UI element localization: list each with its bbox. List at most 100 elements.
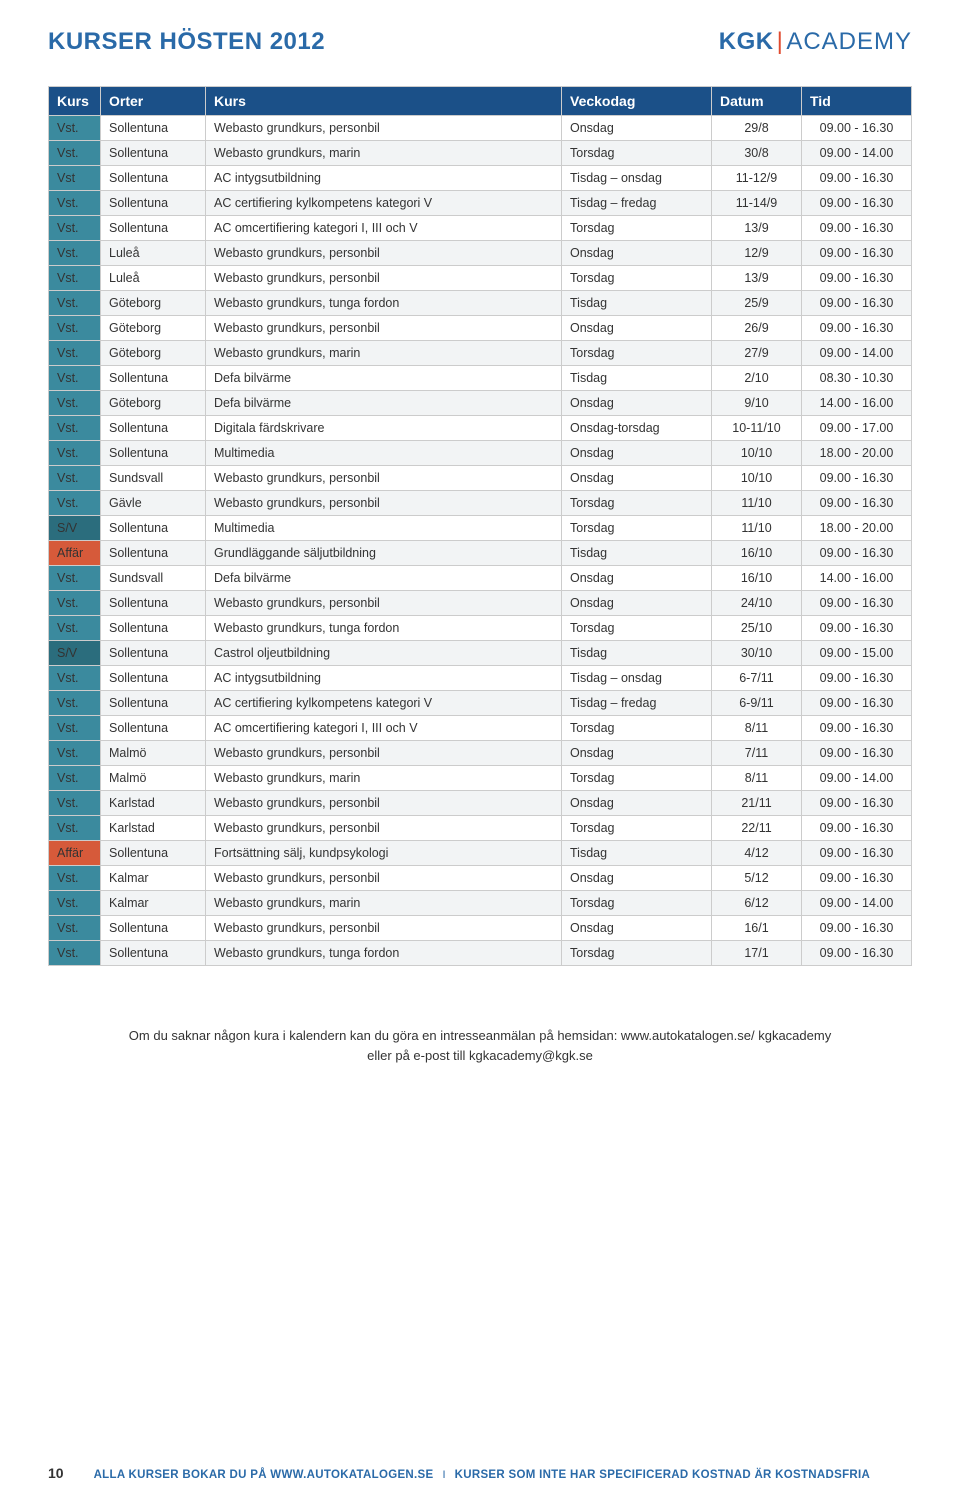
brand-logo: KGK|ACADEMY	[719, 28, 912, 56]
cell-datum: 30/10	[712, 641, 802, 666]
cell-tag: Vst.	[49, 941, 101, 966]
cell-datum: 16/10	[712, 566, 802, 591]
table-row: Vst.GöteborgWebasto grundkurs, tunga for…	[49, 291, 912, 316]
cell-kurs: AC omcertifiering kategori I, III och V	[206, 216, 562, 241]
cell-tid: 09.00 - 16.30	[802, 466, 912, 491]
cell-datum: 11/10	[712, 516, 802, 541]
cell-ort: Sollentuna	[101, 516, 206, 541]
table-row: Vst.MalmöWebasto grundkurs, personbilOns…	[49, 741, 912, 766]
cell-tid: 14.00 - 16.00	[802, 566, 912, 591]
cell-tag: Vst.	[49, 916, 101, 941]
brand-kgk: KGK	[719, 28, 774, 55]
cell-ort: Sollentuna	[101, 216, 206, 241]
cell-tid: 09.00 - 16.30	[802, 716, 912, 741]
cell-tid: 09.00 - 16.30	[802, 316, 912, 341]
cell-ort: Karlstad	[101, 816, 206, 841]
th-datum: Datum	[712, 87, 802, 116]
cell-tid: 09.00 - 16.30	[802, 666, 912, 691]
cell-tag: Vst.	[49, 316, 101, 341]
cell-kurs: Fortsättning sälj, kundpsykologi	[206, 841, 562, 866]
th-kurs-tag: Kurs	[49, 87, 101, 116]
cell-kurs: Defa bilvärme	[206, 566, 562, 591]
cell-datum: 26/9	[712, 316, 802, 341]
cell-veckodag: Tisdag	[562, 541, 712, 566]
brand-bar: |	[774, 28, 787, 55]
table-row: VstSollentunaAC intygsutbildningTisdag –…	[49, 166, 912, 191]
cell-tag: Vst.	[49, 666, 101, 691]
cell-tid: 09.00 - 16.30	[802, 941, 912, 966]
cell-ort: Malmö	[101, 766, 206, 791]
table-row: Vst.SollentunaWebasto grundkurs, tunga f…	[49, 941, 912, 966]
cell-tid: 09.00 - 16.30	[802, 841, 912, 866]
cell-datum: 10-11/10	[712, 416, 802, 441]
cell-ort: Sollentuna	[101, 916, 206, 941]
cell-kurs: Grundläggande säljutbildning	[206, 541, 562, 566]
page-number: 10	[48, 1465, 64, 1481]
footer-separator: I	[437, 1469, 452, 1481]
footnote-line1: Om du saknar någon kura i kalendern kan …	[48, 1026, 912, 1046]
cell-tag: Vst.	[49, 791, 101, 816]
cell-tag: Vst.	[49, 616, 101, 641]
table-row: Vst.SollentunaWebasto grundkurs, marinTo…	[49, 141, 912, 166]
cell-tid: 09.00 - 16.30	[802, 191, 912, 216]
cell-kurs: Webasto grundkurs, tunga fordon	[206, 941, 562, 966]
cell-tid: 09.00 - 17.00	[802, 416, 912, 441]
cell-ort: Sollentuna	[101, 716, 206, 741]
cell-veckodag: Tisdag – fredag	[562, 691, 712, 716]
cell-veckodag: Torsdag	[562, 716, 712, 741]
cell-datum: 6-7/11	[712, 666, 802, 691]
table-row: Vst.SollentunaAC omcertifiering kategori…	[49, 216, 912, 241]
cell-tag: Vst.	[49, 291, 101, 316]
cell-tag: Vst.	[49, 691, 101, 716]
cell-ort: Sollentuna	[101, 541, 206, 566]
cell-ort: Göteborg	[101, 341, 206, 366]
cell-tag: Vst	[49, 166, 101, 191]
cell-tid: 09.00 - 14.00	[802, 766, 912, 791]
cell-veckodag: Torsdag	[562, 516, 712, 541]
cell-tid: 09.00 - 16.30	[802, 866, 912, 891]
cell-veckodag: Torsdag	[562, 891, 712, 916]
cell-datum: 17/1	[712, 941, 802, 966]
cell-veckodag: Tisdag	[562, 641, 712, 666]
cell-tid: 09.00 - 14.00	[802, 141, 912, 166]
cell-tid: 09.00 - 15.00	[802, 641, 912, 666]
cell-tag: S/V	[49, 516, 101, 541]
cell-kurs: Webasto grundkurs, personbil	[206, 241, 562, 266]
cell-tag: Affär	[49, 841, 101, 866]
table-row: Vst.LuleåWebasto grundkurs, personbilTor…	[49, 266, 912, 291]
cell-ort: Luleå	[101, 266, 206, 291]
cell-veckodag: Torsdag	[562, 941, 712, 966]
cell-kurs: Webasto grundkurs, personbil	[206, 491, 562, 516]
cell-kurs: Webasto grundkurs, personbil	[206, 866, 562, 891]
cell-datum: 21/11	[712, 791, 802, 816]
footer-text-1: ALLA KURSER BOKAR DU PÅ WWW.AUTOKATALOGE…	[94, 1469, 434, 1481]
cell-veckodag: Tisdag – onsdag	[562, 666, 712, 691]
table-row: Vst.SundsvallDefa bilvärmeOnsdag16/1014.…	[49, 566, 912, 591]
table-row: Vst.SollentunaAC intygsutbildningTisdag …	[49, 666, 912, 691]
table-row: Vst.KarlstadWebasto grundkurs, personbil…	[49, 816, 912, 841]
cell-tag: Vst.	[49, 366, 101, 391]
table-row: Vst.GöteborgWebasto grundkurs, marinTors…	[49, 341, 912, 366]
table-row: Vst.KarlstadWebasto grundkurs, personbil…	[49, 791, 912, 816]
table-row: Vst.SollentunaWebasto grundkurs, personb…	[49, 916, 912, 941]
cell-tid: 09.00 - 16.30	[802, 216, 912, 241]
cell-tid: 18.00 - 20.00	[802, 516, 912, 541]
cell-kurs: Multimedia	[206, 441, 562, 466]
table-row: Vst.GöteborgDefa bilvärmeOnsdag9/1014.00…	[49, 391, 912, 416]
cell-veckodag: Onsdag	[562, 441, 712, 466]
cell-veckodag: Torsdag	[562, 266, 712, 291]
cell-kurs: AC certifiering kylkompetens kategori V	[206, 691, 562, 716]
table-row: Vst.GöteborgWebasto grundkurs, personbil…	[49, 316, 912, 341]
cell-datum: 25/9	[712, 291, 802, 316]
cell-datum: 11-14/9	[712, 191, 802, 216]
cell-ort: Sollentuna	[101, 441, 206, 466]
cell-tid: 14.00 - 16.00	[802, 391, 912, 416]
cell-ort: Sollentuna	[101, 191, 206, 216]
table-row: Vst.KalmarWebasto grundkurs, marinTorsda…	[49, 891, 912, 916]
cell-veckodag: Torsdag	[562, 341, 712, 366]
cell-veckodag: Onsdag	[562, 566, 712, 591]
cell-veckodag: Torsdag	[562, 816, 712, 841]
cell-tag: Vst.	[49, 116, 101, 141]
cell-veckodag: Onsdag	[562, 741, 712, 766]
cell-ort: Kalmar	[101, 891, 206, 916]
